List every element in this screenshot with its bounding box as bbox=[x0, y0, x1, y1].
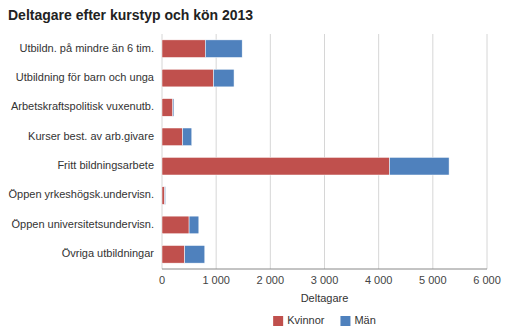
tick-label: 1 000 bbox=[202, 274, 230, 286]
bar bbox=[213, 69, 234, 87]
bar bbox=[189, 216, 199, 234]
category-label: Öppen universitetsundervisn. bbox=[12, 218, 154, 230]
grid bbox=[162, 34, 487, 269]
bar bbox=[205, 40, 242, 58]
bar bbox=[185, 246, 205, 264]
grid-line bbox=[324, 34, 325, 269]
legend-label: Kvinnor bbox=[287, 314, 325, 326]
grid-line bbox=[432, 34, 433, 269]
tick-label: 5 000 bbox=[419, 274, 447, 286]
tick-label: 6 000 bbox=[473, 274, 501, 286]
bar bbox=[162, 216, 189, 234]
grid-line bbox=[378, 34, 379, 269]
chart-container: Deltagare efter kurstyp och kön 2013 Utbi… bbox=[0, 0, 505, 333]
bar bbox=[390, 157, 450, 175]
grid-line bbox=[487, 34, 488, 269]
x-axis bbox=[162, 269, 487, 270]
legend-label: Män bbox=[354, 314, 375, 326]
category-label: Öppen yrkeshögsk.undervisn. bbox=[8, 188, 154, 200]
chart: Deltagare efter kurstyp och kön 2013 Utbi… bbox=[0, 0, 505, 333]
category-label: Arbetskraftspolitisk vuxenutb. bbox=[11, 100, 154, 112]
bar bbox=[162, 40, 205, 58]
tick-label: 3 000 bbox=[311, 274, 339, 286]
category-label: Utbildn. på mindre än 6 tim. bbox=[19, 42, 154, 54]
tick-label: 2 000 bbox=[257, 274, 285, 286]
grid-line bbox=[270, 34, 271, 269]
category-label: Övriga utbildningar bbox=[62, 247, 155, 259]
title: Deltagare efter kurstyp och kön 2013 bbox=[8, 7, 253, 23]
legend: Kvinnor Män bbox=[273, 314, 376, 326]
bar bbox=[162, 69, 213, 87]
x-axis-label: Deltagare bbox=[301, 292, 349, 304]
bar bbox=[162, 157, 390, 175]
tick-label: 4 000 bbox=[365, 274, 393, 286]
bar bbox=[183, 128, 192, 146]
bar bbox=[162, 99, 173, 117]
bar bbox=[173, 99, 174, 117]
category-label: Kurser best. av arb.givare bbox=[28, 130, 154, 142]
legend-swatch bbox=[273, 316, 283, 326]
category-label: Utbildning för barn och unga bbox=[16, 71, 155, 83]
bar bbox=[162, 187, 165, 205]
bar bbox=[162, 246, 185, 264]
bars bbox=[162, 40, 449, 263]
category-label: Fritt bildningsarbete bbox=[57, 159, 154, 171]
bar bbox=[164, 187, 166, 205]
tick-label: 0 bbox=[159, 274, 165, 286]
bar bbox=[162, 128, 183, 146]
legend-swatch bbox=[340, 316, 350, 326]
